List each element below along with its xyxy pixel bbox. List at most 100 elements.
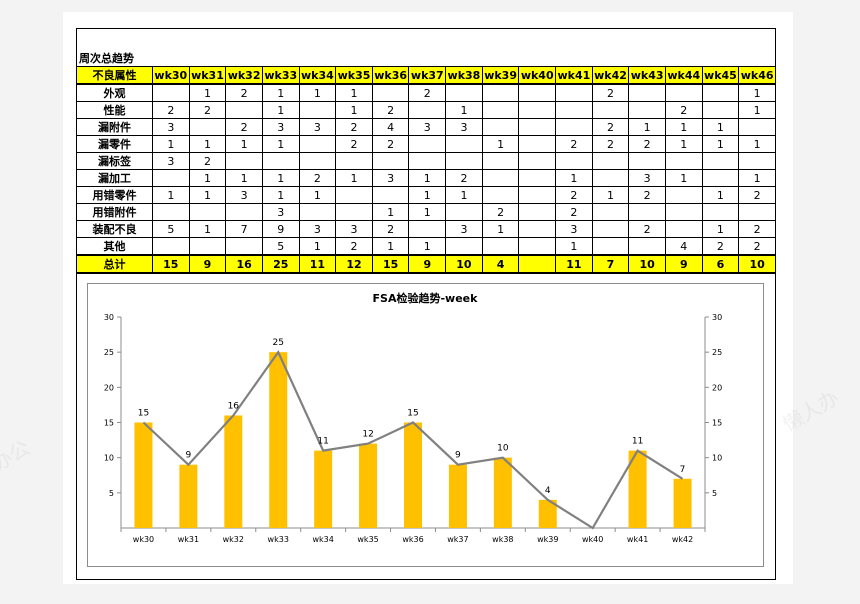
value-cell[interactable]: 1 — [701, 186, 740, 204]
value-cell[interactable] — [481, 118, 520, 136]
week-header-cell[interactable]: wk31 — [188, 66, 227, 85]
value-cell[interactable]: 3 — [152, 118, 190, 136]
value-cell[interactable]: 3 — [152, 152, 190, 170]
value-cell[interactable]: 1 — [408, 186, 447, 204]
value-cell[interactable] — [518, 118, 557, 136]
header-label-cell[interactable]: 不良属性 — [76, 66, 153, 85]
value-cell[interactable] — [298, 203, 337, 221]
value-cell[interactable]: 2 — [591, 135, 630, 153]
value-cell[interactable] — [738, 118, 776, 136]
total-cell[interactable]: 11 — [298, 254, 337, 274]
value-cell[interactable] — [628, 203, 666, 221]
value-cell[interactable] — [188, 237, 227, 256]
defect-label-cell[interactable]: 漏加工 — [76, 169, 153, 187]
total-cell[interactable]: 10 — [628, 254, 666, 274]
value-cell[interactable] — [371, 83, 410, 102]
value-cell[interactable] — [152, 169, 190, 187]
chart-area[interactable]: FSA检验趋势-week 5 10 15 20 25 30 5 10 15 20 25 30 wk30 wk… — [87, 283, 764, 567]
value-cell[interactable]: 1 — [152, 135, 190, 153]
defect-label-cell[interactable]: 漏标签 — [76, 152, 153, 170]
week-header-cell[interactable]: wk32 — [225, 66, 263, 85]
value-cell[interactable] — [335, 186, 373, 204]
value-cell[interactable]: 2 — [225, 83, 263, 102]
value-cell[interactable] — [481, 101, 520, 119]
value-cell[interactable]: 3 — [335, 220, 373, 238]
value-cell[interactable] — [591, 203, 630, 221]
value-cell[interactable] — [225, 152, 263, 170]
value-cell[interactable]: 1 — [188, 169, 227, 187]
week-header-cell[interactable]: wk38 — [445, 66, 483, 85]
value-cell[interactable] — [518, 83, 557, 102]
value-cell[interactable]: 5 — [152, 220, 190, 238]
week-header-cell[interactable]: wk45 — [701, 66, 740, 85]
value-cell[interactable]: 1 — [701, 220, 740, 238]
value-cell[interactable] — [188, 203, 227, 221]
value-cell[interactable] — [591, 237, 630, 256]
value-cell[interactable]: 2 — [481, 203, 520, 221]
value-cell[interactable] — [518, 152, 557, 170]
total-cell[interactable]: 7 — [591, 254, 630, 274]
value-cell[interactable]: 1 — [738, 169, 776, 187]
value-cell[interactable]: 2 — [628, 135, 666, 153]
value-cell[interactable]: 3 — [555, 220, 593, 238]
value-cell[interactable] — [481, 237, 520, 256]
value-cell[interactable] — [298, 152, 337, 170]
value-cell[interactable] — [555, 152, 593, 170]
value-cell[interactable]: 3 — [445, 118, 483, 136]
value-cell[interactable]: 4 — [371, 118, 410, 136]
value-cell[interactable]: 2 — [188, 152, 227, 170]
value-cell[interactable]: 1 — [591, 186, 630, 204]
value-cell[interactable]: 3 — [628, 169, 666, 187]
value-cell[interactable] — [408, 152, 447, 170]
value-cell[interactable] — [445, 203, 483, 221]
total-cell[interactable]: 10 — [445, 254, 483, 274]
defect-label-cell[interactable]: 用错附件 — [76, 203, 153, 221]
value-cell[interactable]: 1 — [555, 169, 593, 187]
value-cell[interactable]: 1 — [152, 186, 190, 204]
value-cell[interactable]: 2 — [335, 135, 373, 153]
value-cell[interactable] — [591, 169, 630, 187]
value-cell[interactable] — [628, 237, 666, 256]
value-cell[interactable] — [445, 83, 483, 102]
value-cell[interactable] — [518, 220, 557, 238]
value-cell[interactable]: 1 — [188, 186, 227, 204]
value-cell[interactable] — [445, 135, 483, 153]
value-cell[interactable]: 1 — [664, 135, 703, 153]
value-cell[interactable]: 1 — [188, 220, 227, 238]
value-cell[interactable]: 1 — [738, 135, 776, 153]
value-cell[interactable] — [518, 135, 557, 153]
value-cell[interactable]: 1 — [188, 135, 227, 153]
value-cell[interactable]: 2 — [664, 101, 703, 119]
value-cell[interactable]: 3 — [298, 220, 337, 238]
value-cell[interactable] — [335, 203, 373, 221]
value-cell[interactable]: 2 — [555, 135, 593, 153]
defect-label-cell[interactable]: 外观 — [76, 83, 153, 102]
value-cell[interactable] — [481, 169, 520, 187]
value-cell[interactable]: 1 — [335, 169, 373, 187]
value-cell[interactable] — [664, 220, 703, 238]
value-cell[interactable] — [555, 83, 593, 102]
value-cell[interactable] — [445, 152, 483, 170]
total-label-cell[interactable]: 总计 — [76, 254, 153, 274]
value-cell[interactable]: 1 — [664, 169, 703, 187]
value-cell[interactable] — [555, 101, 593, 119]
value-cell[interactable] — [371, 152, 410, 170]
week-header-cell[interactable]: wk37 — [408, 66, 447, 85]
value-cell[interactable]: 1 — [298, 186, 337, 204]
total-cell[interactable]: 9 — [664, 254, 703, 274]
value-cell[interactable]: 3 — [371, 169, 410, 187]
total-cell[interactable]: 9 — [188, 254, 227, 274]
value-cell[interactable]: 2 — [628, 220, 666, 238]
value-cell[interactable] — [628, 101, 666, 119]
value-cell[interactable] — [298, 101, 337, 119]
value-cell[interactable]: 5 — [261, 237, 300, 256]
value-cell[interactable]: 1 — [261, 83, 300, 102]
total-cell[interactable]: 11 — [555, 254, 593, 274]
value-cell[interactable]: 3 — [225, 186, 263, 204]
value-cell[interactable]: 2 — [371, 220, 410, 238]
value-cell[interactable]: 1 — [261, 101, 300, 119]
value-cell[interactable] — [298, 135, 337, 153]
value-cell[interactable] — [445, 237, 483, 256]
week-header-cell[interactable]: wk40 — [518, 66, 557, 85]
value-cell[interactable] — [408, 220, 447, 238]
